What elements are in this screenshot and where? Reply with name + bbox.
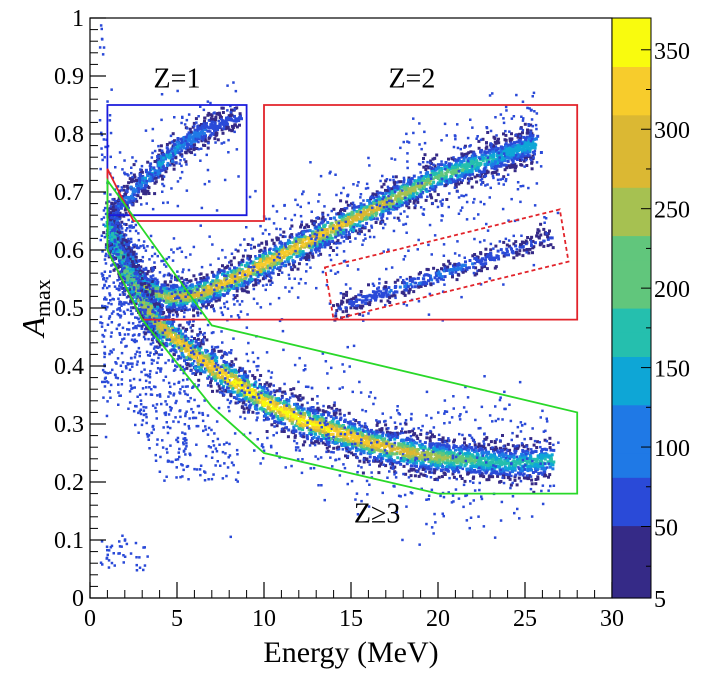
y-tick-label: 0.5: [54, 296, 84, 322]
x-axis-label: Energy (MeV): [263, 636, 438, 669]
colorbar-bin: [612, 187, 651, 212]
colorbar-tick-label: 300: [654, 118, 690, 144]
density-band: [101, 174, 560, 546]
y-tick-label: 0.8: [54, 122, 84, 148]
colorbar-bin: [612, 525, 651, 551]
x-tick-label: 20: [426, 606, 450, 632]
x-tick-label: 15: [339, 606, 363, 632]
y-axis-label: Amax: [15, 279, 55, 338]
colorbar-bin: [612, 356, 651, 382]
y-tick-label: 0.1: [54, 528, 84, 554]
x-tick-label: 10: [252, 606, 276, 632]
x-tick-label: 30: [600, 606, 624, 632]
colorbar-bin: [612, 114, 651, 140]
colorbar-bin: [612, 332, 651, 357]
y-axis-ticks: 0 0.1 0.2 0.3 0.4 0.5 0.6 0.7 0.8 0.9 1: [54, 6, 106, 612]
colorbar-bin: [612, 501, 651, 527]
y-tick-label: 0: [72, 586, 84, 612]
colorbar-frame: [611, 17, 652, 599]
colorbar-bin: [612, 163, 651, 188]
y-tick-label: 0.7: [54, 180, 84, 206]
density-points: [98, 24, 560, 572]
selection-regions: [106, 104, 579, 495]
x-axis-ticks: 0 5 10 15 20 25 30: [84, 582, 624, 632]
colorbar-bin: [612, 308, 651, 333]
band-annotations: Z=1 Z=2 Z≥3: [154, 64, 436, 530]
selection-region: [106, 104, 248, 217]
colorbar-bin: [612, 404, 651, 430]
y-tick-label: 1: [72, 6, 84, 32]
colorbar-bin: [612, 428, 651, 454]
density-band: [332, 211, 560, 349]
colorbar-bin: [612, 138, 651, 164]
y-axis-label-subscript: max: [30, 279, 55, 317]
band-label: Z=1: [154, 64, 201, 95]
colorbar-tick-label: 350: [654, 39, 690, 65]
band-label: Z≥3: [354, 499, 400, 530]
colorbar-bin: [612, 211, 651, 237]
colorbar-tick-label: 100: [654, 436, 690, 462]
colorbar-bin: [612, 453, 651, 478]
selection-region: [323, 208, 570, 321]
colorbar-bin: [612, 90, 651, 116]
colorbar-tick-label: 150: [654, 357, 690, 383]
y-tick-label: 0.3: [54, 412, 84, 438]
y-tick-label: 0.4: [54, 354, 84, 380]
colorbar-bin: [612, 18, 651, 43]
colorbar-tick-label: 50: [654, 515, 678, 541]
y-tick-label: 0.2: [54, 470, 84, 496]
colorbar-bin: [612, 549, 651, 575]
colorbar-bin: [612, 259, 651, 285]
colorbar-bin: [612, 477, 651, 502]
colorbar-bin: [612, 235, 651, 261]
colorbar: 5 50 100 150 200 250 300 350: [611, 17, 690, 613]
x-tick-label: 5: [171, 606, 183, 632]
colorbar-bin: [612, 66, 651, 92]
selection-region: [106, 177, 579, 495]
colorbar-tick-label: 5: [654, 587, 666, 613]
colorbar-bin: [612, 42, 651, 67]
colorbar-tick-label: 250: [654, 198, 690, 224]
x-tick-label: 0: [84, 606, 96, 632]
colorbar-bin: [612, 283, 651, 309]
y-tick-label: 0.9: [54, 64, 84, 90]
colorbar-bin: [612, 380, 651, 406]
colorbar-bin: [612, 573, 651, 599]
x-tick-label: 25: [513, 606, 537, 632]
y-axis-label-main: A: [15, 317, 51, 339]
band-label: Z=2: [388, 64, 435, 95]
y-tick-label: 0.6: [54, 238, 84, 264]
colorbar-tick-label: 200: [654, 277, 690, 303]
